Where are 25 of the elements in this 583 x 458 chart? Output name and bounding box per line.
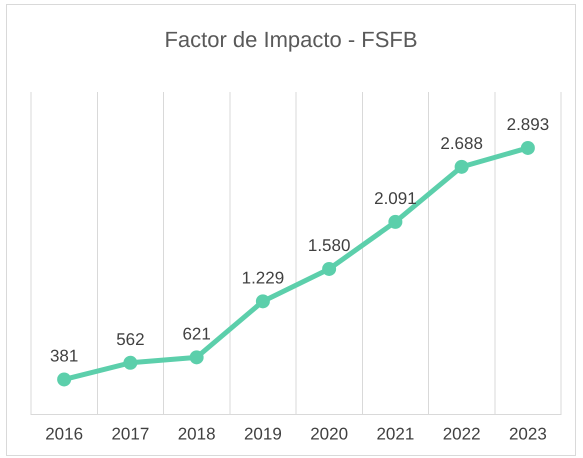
- point: [190, 350, 204, 364]
- data-label: 1.229: [242, 268, 284, 288]
- x-tick-label: 2018: [178, 424, 216, 444]
- x-tick-label: 2020: [310, 424, 348, 444]
- point: [322, 262, 336, 276]
- x-tick-label: 2022: [442, 424, 481, 444]
- chart-title: Factor de Impacto - FSFB: [163, 27, 419, 53]
- data-label: 2.091: [374, 189, 417, 208]
- data-label: 621: [182, 324, 211, 344]
- data-label: 381: [50, 346, 78, 366]
- data-label: 2.688: [440, 134, 483, 154]
- data-label: 1.580: [308, 236, 350, 256]
- x-tick-label: 2023: [508, 424, 547, 444]
- x-tick-label: 2016: [45, 424, 84, 444]
- x-tick-label: 2021: [376, 424, 414, 444]
- x-tick-label: 2019: [244, 424, 282, 444]
- point: [57, 372, 72, 386]
- point: [454, 160, 469, 174]
- point: [388, 214, 402, 229]
- point: [256, 294, 270, 308]
- point: [520, 140, 535, 155]
- point: [123, 356, 138, 370]
- x-tick-label: 2017: [111, 424, 150, 444]
- data-label: 2.893: [506, 115, 550, 134]
- data-label: 562: [116, 330, 145, 349]
